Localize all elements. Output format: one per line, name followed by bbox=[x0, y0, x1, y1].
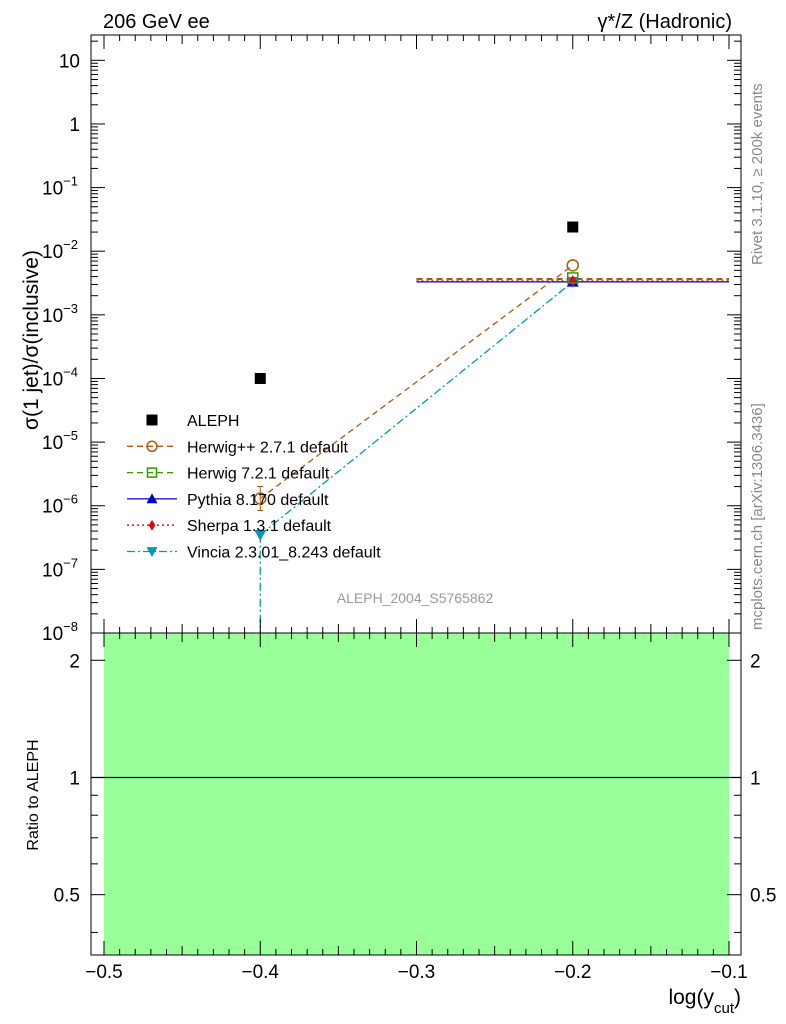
legend-label-data: ALEPH bbox=[187, 413, 239, 430]
main-ytick-label: 10 bbox=[59, 51, 80, 72]
main-series-layer bbox=[254, 221, 729, 633]
ratio-ytick-label: 0.5 bbox=[54, 886, 80, 907]
point-herwigpp bbox=[566, 259, 579, 272]
legend: ALEPH Herwig++ 2.7.1 default Herwig 7.2.1 … bbox=[127, 413, 381, 562]
x-axis-title: log(ycut) bbox=[668, 986, 741, 1017]
ratio-ylabel: Ratio to ALEPH bbox=[25, 739, 42, 850]
main-ytick-label: 10−4 bbox=[42, 364, 78, 390]
series-line-vincia bbox=[259, 281, 574, 536]
ratio-ytick-label-right: 1 bbox=[750, 768, 761, 789]
main-ytick-label: 10−2 bbox=[42, 237, 78, 263]
watermark: ALEPH_2004_S5765862 bbox=[337, 590, 494, 606]
x-tick-label: −0.3 bbox=[398, 962, 436, 983]
header-left-title: 206 GeV ee bbox=[103, 11, 210, 33]
legend-label-sherpa: Sherpa 1.3.1 default bbox=[187, 518, 332, 535]
point-herwigpp bbox=[254, 492, 267, 505]
legend-label-herwig7: Herwig 7.2.1 default bbox=[187, 466, 330, 483]
point-vincia bbox=[254, 529, 267, 541]
x-tick-label: −0.5 bbox=[85, 962, 123, 983]
main-ytick-label: 10−6 bbox=[42, 492, 78, 518]
point-sherpa bbox=[569, 275, 577, 288]
header-right-title: γ*/Z (Hadronic) bbox=[598, 11, 732, 33]
ratio-panel: 2 2 1 1 0.5 0.5 −0.5 −0.4 −0.3 −0.2 −0.1 Ratio to … bbox=[25, 632, 776, 983]
main-ytick-label: 1 bbox=[69, 115, 80, 136]
point-data bbox=[254, 372, 266, 384]
rivet-label: Rivet 3.1.10, ≥ 200k events bbox=[749, 83, 766, 265]
main-panel: ALEPH_2004_S5765862 10110−110−210−310−41… bbox=[20, 34, 742, 645]
ratio-uncertainty-band bbox=[104, 633, 729, 955]
ratio-ytick-label: 2 bbox=[69, 651, 80, 672]
legend-marker-vincia bbox=[146, 547, 158, 557]
legend-marker-sherpa bbox=[148, 519, 156, 531]
legend-label-pythia: Pythia 8.170 default bbox=[187, 492, 329, 509]
legend-marker-herwigpp bbox=[146, 440, 158, 453]
legend-label-vincia: Vincia 2.3.01_8.243 default bbox=[187, 545, 381, 562]
main-ylabel: σ(1 jet)/σ(inclusive) bbox=[20, 250, 43, 430]
main-ytick-label: 10−5 bbox=[42, 428, 78, 454]
main-ytick-label: 10−8 bbox=[42, 619, 78, 645]
ratio-plot-area bbox=[91, 633, 741, 955]
point-herwig7 bbox=[567, 272, 579, 284]
ratio-axes: 2 2 1 1 0.5 0.5 −0.5 −0.4 −0.3 −0.2 −0.1 bbox=[54, 632, 776, 983]
x-tick-label: −0.1 bbox=[710, 962, 748, 983]
main-ytick-label: 10−3 bbox=[42, 301, 78, 327]
x-tick-label: −0.4 bbox=[241, 962, 279, 983]
main-axes: 10 1 10−1 10−2 10−3 10−4 10−5 10−6 10−7 10−8 bbox=[42, 34, 742, 645]
mcplots-label: mcplots.cern.ch [arXiv:1306.3436] bbox=[749, 403, 766, 630]
legend-marker-pythia bbox=[146, 493, 158, 504]
point-data bbox=[567, 221, 579, 233]
series-line-herwigpp bbox=[259, 264, 574, 500]
main-frame bbox=[90, 34, 742, 634]
legend-marker-herwig7 bbox=[146, 467, 158, 478]
main-ytick-label: 10−7 bbox=[42, 555, 78, 581]
legend-marker-data bbox=[146, 414, 158, 426]
main-ytick-label: 10−1 bbox=[42, 174, 78, 200]
legend-label-herwigpp: Herwig++ 2.7.1 default bbox=[187, 439, 349, 456]
ratio-ytick-label: 1 bbox=[69, 768, 80, 789]
ratio-ytick-label-right: 2 bbox=[750, 651, 761, 672]
ratio-ytick-label-right: 0.5 bbox=[750, 886, 776, 907]
x-tick-label: −0.2 bbox=[554, 962, 592, 983]
